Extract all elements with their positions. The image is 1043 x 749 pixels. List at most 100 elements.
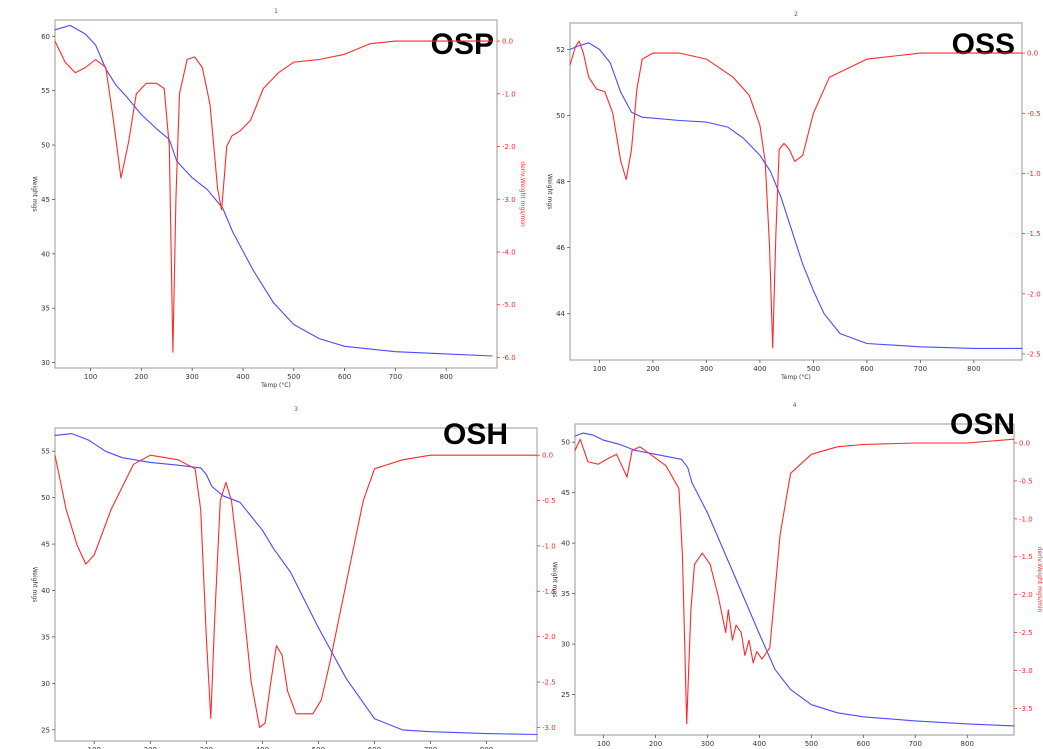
y-right-tick-label: -2.5 [1019, 629, 1033, 637]
y-right-tick-label: -2.0 [502, 143, 516, 151]
y-left-tick-label: 25 [561, 691, 570, 699]
x-axis-title: Temp (°C) [780, 374, 811, 381]
y-right-tick-label: -0.5 [1019, 477, 1033, 485]
chart-panel-osp: 1 OSP 100 200 300 400 500 600 700 800 Temp (°C) 30 3… [31, 8, 526, 389]
y-left-tick-label: 50 [41, 142, 50, 150]
x-tick-label: 700 [909, 740, 922, 748]
x-tick-label: 100 [593, 365, 606, 373]
chart-panel-osh: 3OSH100200300400500600700800Temp (°C)253… [31, 406, 556, 749]
x-tick-label: 200 [135, 373, 148, 381]
x-axis-title: Temp (°C) [260, 382, 291, 389]
weight-line [54, 433, 538, 736]
plot-frame [54, 427, 538, 742]
y-left-tick-label: 35 [41, 305, 50, 313]
weight-line [574, 432, 1015, 727]
x-tick-label: 600 [857, 740, 870, 748]
y-left-tick-label: 55 [41, 87, 50, 95]
sample-label: OSS [952, 28, 1015, 61]
y-right-tick-label: -1.5 [1019, 553, 1033, 561]
y-right-tick-label: 0.0 [502, 38, 513, 46]
y-right-tick-label: -2.5 [1027, 350, 1041, 358]
y-right-tick-label: -1.0 [1027, 170, 1041, 178]
x-tick-label: 400 [256, 746, 269, 749]
y-left-tick-label: 30 [41, 680, 50, 688]
derivative-weight-line [54, 454, 538, 728]
x-tick-label: 300 [185, 373, 198, 381]
y-left-tick-label: 40 [561, 540, 570, 548]
panel-number: 2 [794, 11, 798, 18]
x-tick-label: 500 [807, 365, 820, 373]
y-left-tick-label: 40 [41, 250, 50, 258]
x-tick-label: 300 [700, 365, 713, 373]
sample-label: OSH [443, 418, 508, 451]
y-left-tick-label: 25 [41, 726, 50, 734]
y-right-tick-label: -1.0 [1019, 515, 1033, 523]
y-right-tick-label: -2.5 [542, 679, 556, 687]
y-left-axis-title: Weight mgs [31, 176, 38, 212]
y-right-tick-label: -6.0 [502, 354, 516, 362]
y-right-tick-label: -1.5 [1027, 230, 1041, 238]
y-left-tick-label: 45 [41, 196, 50, 204]
y-left-tick-label: 30 [561, 641, 570, 649]
y-right-tick-label: -2.0 [1027, 290, 1041, 298]
y-right-tick-label: 0.0 [542, 452, 553, 460]
y-left-tick-label: 30 [41, 359, 50, 367]
x-tick-label: 800 [440, 373, 453, 381]
derivative-weight-line [54, 40, 493, 353]
chart-panel-osn: 4OSN100200300400500600700800Temp (°C)253… [551, 402, 1043, 748]
y-right-tick-label: 0.0 [1019, 439, 1030, 447]
y-left-tick-label: 35 [561, 590, 570, 598]
x-tick-label: 800 [961, 740, 974, 748]
x-tick-label: 500 [287, 373, 300, 381]
derivative-weight-line [569, 40, 1023, 349]
y-right-tick-label: -3.0 [1019, 667, 1033, 675]
x-tick-label: 600 [860, 365, 873, 373]
sample-label: OSP [431, 28, 494, 61]
x-tick-label: 100 [84, 373, 97, 381]
x-tick-label: 600 [368, 746, 381, 749]
x-tick-label: 500 [805, 740, 818, 748]
y-left-tick-label: 48 [556, 178, 565, 186]
derivative-weight-line [574, 438, 1015, 725]
x-tick-label: 400 [753, 365, 766, 373]
y-left-tick-label: 45 [561, 489, 570, 497]
plot-frame [54, 19, 498, 369]
sample-label: OSN [950, 408, 1015, 441]
x-tick-label: 100 [88, 746, 101, 749]
x-tick-label: 800 [480, 746, 493, 749]
x-tick-label: 100 [597, 740, 610, 748]
y-right-tick-label: -2.0 [542, 633, 556, 641]
y-right-tick-label: -2.0 [1019, 591, 1033, 599]
x-tick-label: 300 [200, 746, 213, 749]
y-left-tick-label: 50 [41, 494, 50, 502]
y-right-axis-title: deriv.Weight mgs/min [1036, 547, 1043, 613]
y-right-tick-label: 0.0 [1027, 50, 1038, 58]
y-left-tick-label: 55 [41, 448, 50, 456]
y-right-tick-label: -4.0 [502, 249, 516, 257]
x-tick-label: 300 [701, 740, 714, 748]
y-right-tick-label: -0.5 [542, 497, 556, 505]
x-tick-label: 500 [312, 746, 325, 749]
y-left-tick-label: 52 [556, 46, 565, 54]
y-right-tick-label: -3.5 [1019, 705, 1033, 713]
x-tick-label: 600 [338, 373, 351, 381]
x-tick-label: 400 [236, 373, 249, 381]
y-left-tick-label: 50 [556, 112, 565, 120]
x-tick-label: 700 [424, 746, 437, 749]
y-right-tick-label: -5.0 [502, 301, 516, 309]
y-left-tick-label: 40 [41, 587, 50, 595]
y-left-tick-label: 60 [41, 33, 50, 41]
y-left-tick-label: 35 [41, 633, 50, 641]
y-left-tick-label: 45 [41, 541, 50, 549]
panel-number: 4 [793, 402, 797, 409]
plot-frame [574, 423, 1015, 736]
y-left-axis-title: Weight mgs [551, 562, 558, 598]
panel-number: 1 [274, 8, 278, 15]
plot-frame [569, 22, 1023, 361]
y-left-tick-label: 46 [556, 244, 565, 252]
y-right-tick-label: -0.5 [1027, 110, 1041, 118]
x-tick-label: 200 [646, 365, 659, 373]
x-tick-label: 700 [389, 373, 402, 381]
y-right-tick-label: -1.5 [542, 588, 556, 596]
